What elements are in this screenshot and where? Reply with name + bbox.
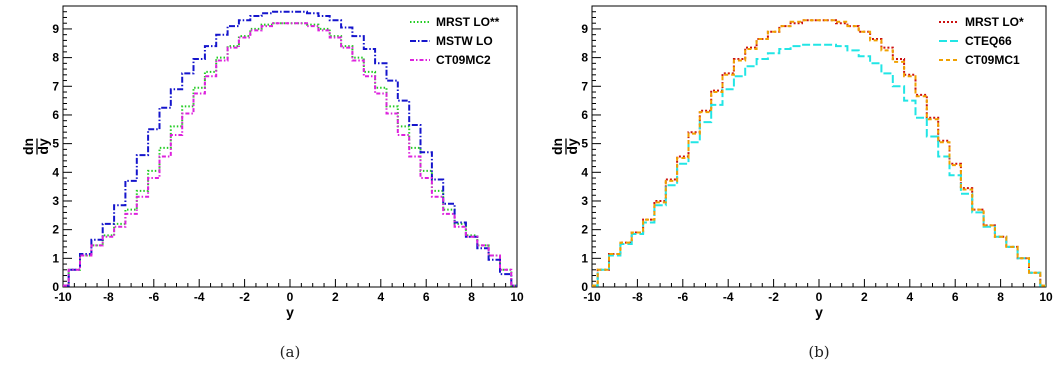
panel-caption: (b)	[808, 343, 829, 361]
y-tick-label: 2	[581, 223, 588, 237]
y-axis-label-numerator: dn	[549, 138, 565, 155]
x-axis-label: y	[815, 304, 823, 320]
plot-frame	[591, 5, 1047, 288]
x-tick-label: 8	[468, 290, 475, 304]
plot-frame	[62, 5, 518, 288]
y-axis-label: dn dy	[549, 138, 580, 155]
y-tick-label: 8	[581, 51, 588, 65]
x-tick-label: -10	[583, 290, 601, 304]
panel-root: -10 -8 -6 -4 -2 0 2 4 6 8 10 0 1 2 3 4 5 6 7 8 9 y dn dy MRST LO…	[20, 5, 524, 320]
y-tick-label: 4	[52, 165, 59, 179]
x-tick-label: -6	[677, 290, 688, 304]
y-tick-label: 0	[52, 280, 59, 294]
y-tick-label: 1	[581, 251, 588, 265]
y-tick-label: 9	[52, 22, 59, 36]
y-tick-label: 6	[52, 108, 59, 122]
x-tick-label: 2	[332, 290, 339, 304]
y-tick-label: 6	[581, 108, 588, 122]
legend-label: MRST LO**	[436, 15, 500, 29]
legend-label: CT09MC2	[436, 53, 491, 67]
series-line	[592, 19, 1046, 287]
x-tick-label: 6	[423, 290, 430, 304]
x-tick-label: 10	[1039, 290, 1053, 304]
y-axis-label-numerator: dn	[20, 138, 36, 155]
x-tick-label: -2	[239, 290, 250, 304]
x-tick-label: 8	[997, 290, 1004, 304]
x-tick-label: 2	[861, 290, 868, 304]
legend-label: MSTW LO	[436, 34, 493, 48]
legend: MRST LO* CTEQ66 CT09MC1	[939, 15, 1024, 67]
chart-panel-b: -10 -8 -6 -4 -2 0 2 4 6 8 10 0 1 2 3 4 5 6 7 8 9 y dn dy MRST LO…	[549, 5, 1053, 361]
y-tick-label: 7	[581, 79, 588, 93]
x-tick-label: -8	[632, 290, 643, 304]
series-cteq66	[592, 43, 1046, 287]
y-tick-label: 0	[581, 280, 588, 294]
x-tick-label: -8	[103, 290, 114, 304]
panel-caption: (a)	[280, 343, 301, 361]
x-tick-label: -2	[768, 290, 779, 304]
y-tick-label: 9	[581, 22, 588, 36]
y-tick-label: 2	[52, 223, 59, 237]
panel-root: -10 -8 -6 -4 -2 0 2 4 6 8 10 0 1 2 3 4 5 6 7 8 9 y dn dy MRST LO…	[549, 5, 1053, 320]
x-tick-label: 0	[287, 290, 294, 304]
legend-label: CT09MC1	[965, 53, 1020, 67]
series-line	[592, 43, 1046, 287]
y-axis-label-denominator: dy	[564, 138, 580, 155]
legend-label: MRST LO*	[965, 15, 1024, 29]
y-tick-label: 8	[52, 51, 59, 65]
x-tick-label: 4	[906, 290, 913, 304]
y-tick-label: 1	[52, 251, 59, 265]
series-ct09mc2	[63, 22, 517, 287]
legend-label: CTEQ66	[965, 34, 1012, 48]
x-tick-label: -4	[723, 290, 734, 304]
x-tick-label: 0	[816, 290, 823, 304]
x-tick-label: 6	[952, 290, 959, 304]
series-line	[63, 22, 517, 287]
x-tick-label: 10	[510, 290, 524, 304]
y-tick-label: 5	[52, 137, 59, 151]
y-axis-label: dn dy	[20, 138, 51, 155]
legend: MRST LO** MSTW LO CT09MC2	[410, 15, 500, 67]
y-tick-label: 7	[52, 79, 59, 93]
y-tick-label: 3	[581, 194, 588, 208]
y-tick-label: 4	[581, 165, 588, 179]
x-tick-label: 4	[377, 290, 384, 304]
series-ct09mc1	[592, 19, 1046, 287]
y-tick-label: 3	[52, 194, 59, 208]
x-axis-label: y	[286, 304, 294, 320]
y-tick-label: 5	[581, 137, 588, 151]
chart-panel-a: -10 -8 -6 -4 -2 0 2 4 6 8 10 0 1 2 3 4 5 6 7 8 9 y dn dy MRST LO…	[20, 5, 524, 361]
y-axis-label-denominator: dy	[35, 138, 51, 155]
x-tick-label: -6	[148, 290, 159, 304]
x-tick-label: -10	[54, 290, 72, 304]
x-tick-label: -4	[194, 290, 205, 304]
